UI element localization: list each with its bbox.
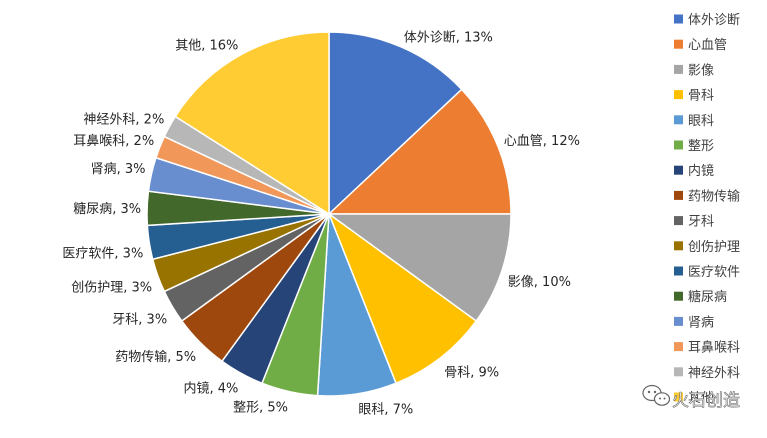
slice-label: 耳鼻喉科, 2% xyxy=(73,133,154,149)
pie-slice xyxy=(174,31,330,216)
legend-label: 影像 xyxy=(688,63,714,78)
pie-slice xyxy=(327,88,512,215)
pie-slices xyxy=(146,31,512,397)
legend-label: 药物传输 xyxy=(688,188,740,204)
watermark: 火石创造 xyxy=(642,384,740,411)
slice-label: 神经外科, 2% xyxy=(83,112,164,127)
slice-label: 医疗软件, 3% xyxy=(62,246,143,261)
slice-label: 创伤护理, 3% xyxy=(71,281,152,296)
legend-swatch xyxy=(674,291,683,301)
slice-label: 整形, 5% xyxy=(233,401,288,416)
legend-label: 整形 xyxy=(688,139,714,154)
legend-label: 糖尿病 xyxy=(688,289,727,305)
legend-swatch xyxy=(674,392,683,402)
legend-swatch xyxy=(674,367,683,377)
legend-label: 耳鼻喉科 xyxy=(688,340,740,356)
slice-label: 影像, 10% xyxy=(508,275,571,290)
pie-slice xyxy=(328,31,463,216)
legend-label: 医疗软件 xyxy=(688,265,740,280)
wechat-icon xyxy=(642,384,671,406)
legend-swatch xyxy=(674,90,683,100)
slice-label: 糖尿病, 3% xyxy=(73,201,141,217)
legend-swatch xyxy=(674,115,683,125)
legend-label: 神经外科 xyxy=(688,366,740,381)
watermark-text: 火石创造 xyxy=(672,391,740,411)
legend-label: 肾病 xyxy=(688,315,714,330)
slice-labels: 体外诊断, 13% 心血管, 12% 影像, 10% 骨科, 9% 眼科, 7% 整形, … xyxy=(62,31,580,418)
legend-swatch xyxy=(674,190,683,200)
legend-label: 牙科 xyxy=(688,215,714,230)
legend-swatch xyxy=(674,64,683,74)
legend-label: 眼科 xyxy=(688,114,714,129)
legend-label: 其他 xyxy=(688,391,714,406)
legend-swatch xyxy=(674,266,683,276)
legend-label: 骨科 xyxy=(688,89,714,104)
slice-label: 心血管, 12% xyxy=(504,134,580,149)
legend-swatch xyxy=(674,342,683,352)
slice-label: 牙科, 3% xyxy=(112,313,167,328)
slice-label: 体外诊断, 13% xyxy=(404,31,493,46)
slice-label: 药物传输, 5% xyxy=(115,349,196,365)
legend-swatch xyxy=(674,165,683,175)
legend-swatch xyxy=(674,241,683,251)
legend-swatch xyxy=(674,39,683,49)
legend-label: 心血管 xyxy=(688,38,727,53)
pie-slice xyxy=(326,213,512,323)
legend-label: 内镜 xyxy=(688,163,714,179)
legend-swatch xyxy=(674,216,683,226)
legend-label: 体外诊断 xyxy=(688,13,740,28)
legend-swatch xyxy=(674,14,683,24)
legend-label: 创伤护理 xyxy=(688,240,740,255)
slice-label: 骨科, 9% xyxy=(444,366,499,381)
slice-label: 其他, 16% xyxy=(175,38,238,53)
legend-swatch xyxy=(674,316,683,326)
pie-slice xyxy=(327,211,478,385)
legend: 体外诊断心血管影像骨科眼科整形内镜药物传输牙科创伤护理医疗软件糖尿病肾病耳鼻喉科… xyxy=(674,13,740,406)
legend-swatch xyxy=(674,140,683,150)
slice-label: 肾病, 3% xyxy=(91,162,146,177)
slice-label: 内镜, 4% xyxy=(184,381,239,397)
slice-label: 眼科, 7% xyxy=(358,403,413,418)
